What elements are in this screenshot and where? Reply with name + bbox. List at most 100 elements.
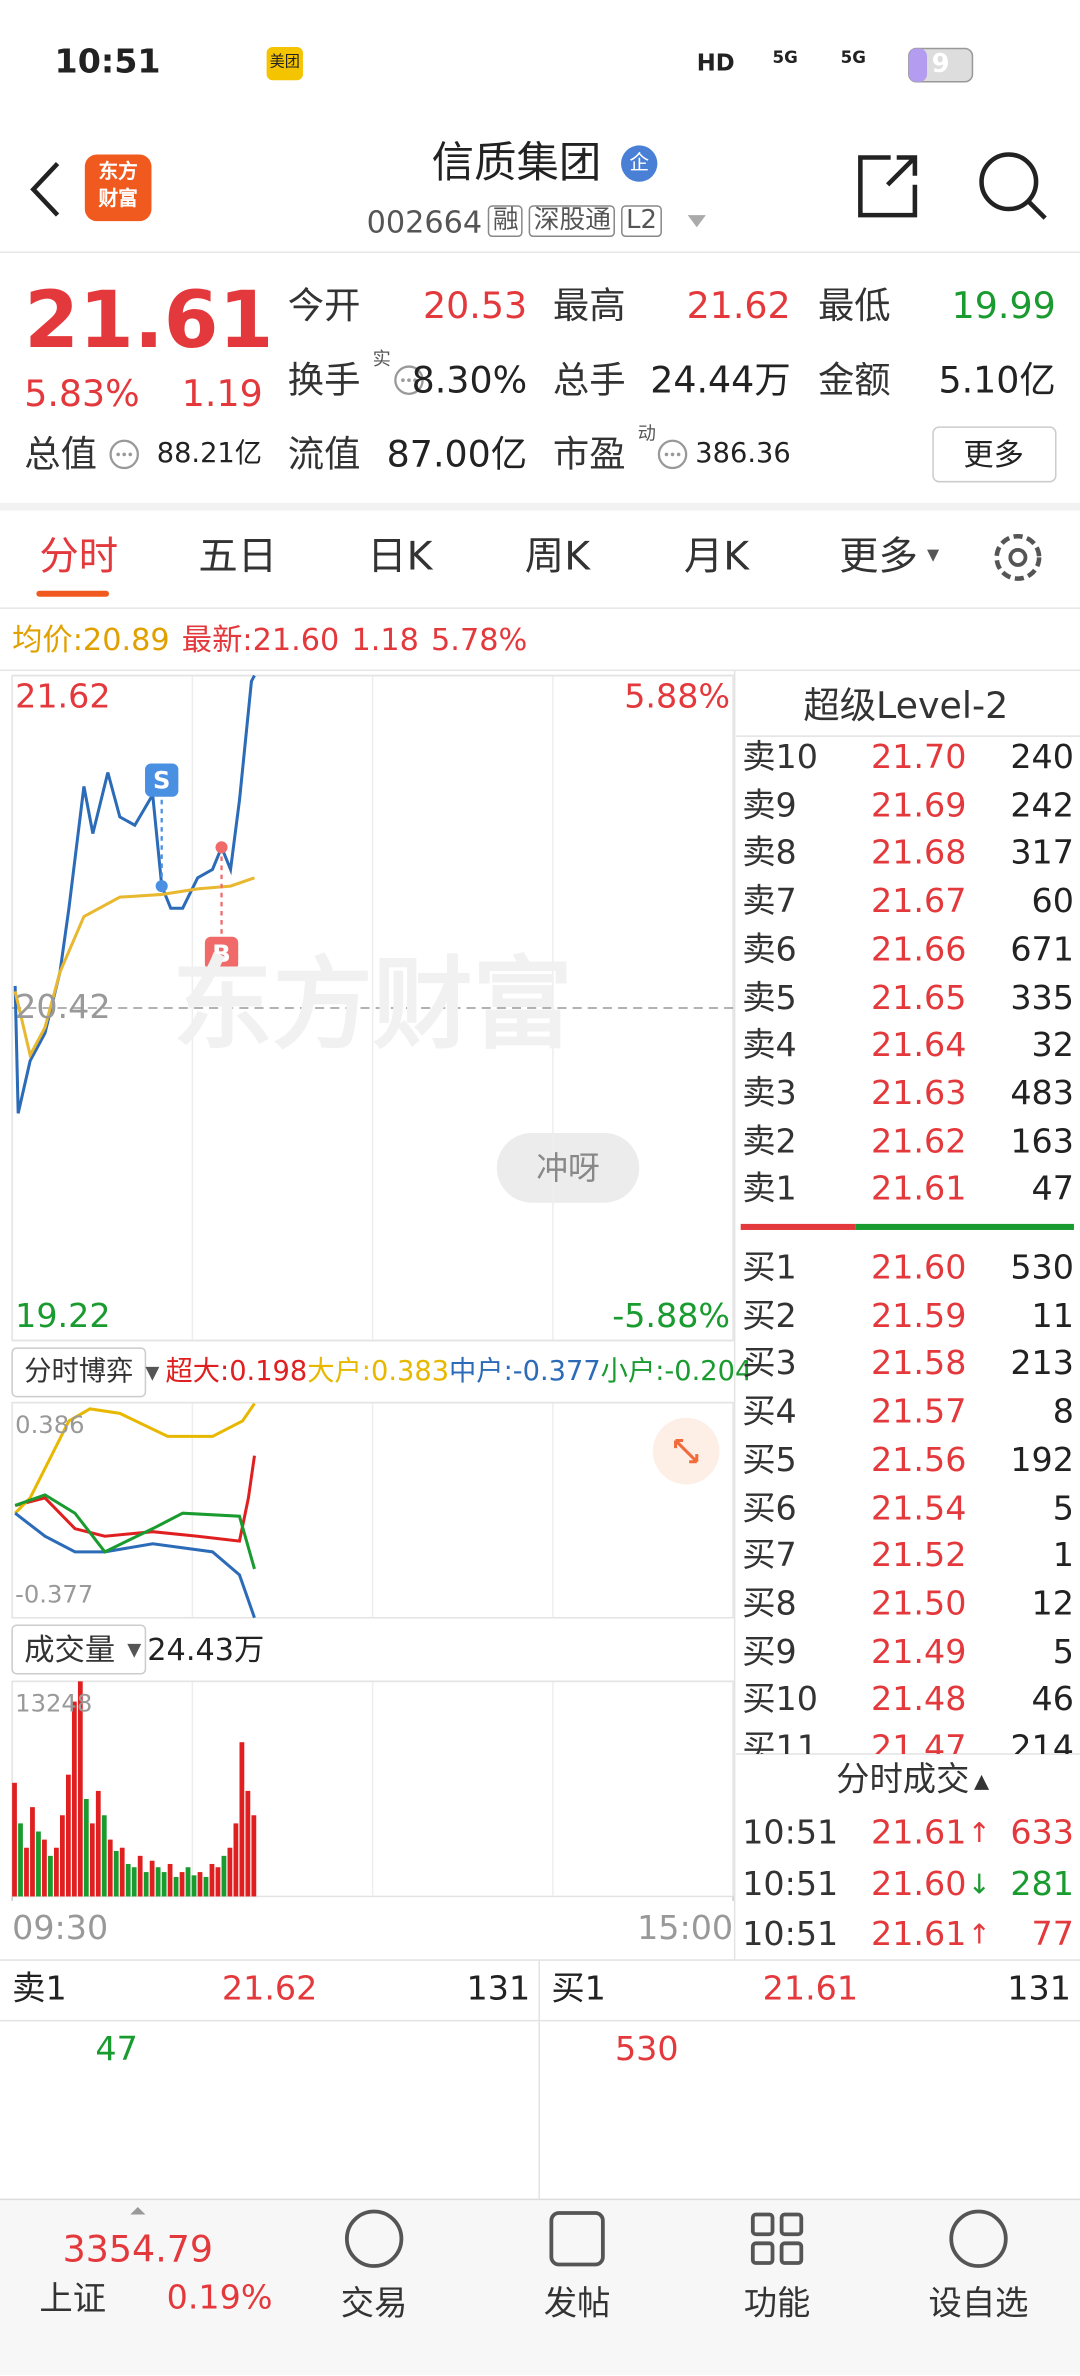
volume-bar (245, 1790, 251, 1897)
ask-price: 21.64 (870, 1027, 967, 1066)
trade-price: 21.60 (870, 1865, 967, 1904)
network: 5G (772, 47, 798, 68)
bid-price: 21.54 (870, 1489, 967, 1528)
tab[interactable]: 日K (367, 534, 433, 581)
nav-label[interactable]: 设自选 (928, 2285, 1029, 2324)
bid-label: 买6 (742, 1489, 797, 1528)
volume-bar (215, 1867, 221, 1897)
stat-value: 5.10亿 (938, 358, 1056, 402)
latest-change-pct: 5.78% (431, 621, 528, 658)
bid-price: 21.57 (870, 1393, 967, 1432)
divider (0, 607, 1080, 609)
bid-price: 21.48 (870, 1681, 967, 1720)
volume-bar (30, 1807, 35, 1897)
bid-volume: 1 (1052, 1537, 1074, 1576)
index-value[interactable]: 3354.79 (62, 2228, 214, 2271)
volume-bar (143, 1872, 149, 1897)
info-dot (664, 452, 669, 457)
volume-bar (131, 1867, 137, 1897)
bid-price: 21.52 (870, 1537, 967, 1576)
stat-value: 88.21亿 (156, 437, 263, 470)
expand-arrow[interactable] (130, 2206, 146, 2215)
cheer-button[interactable] (496, 1133, 640, 1203)
volume-bar (71, 1701, 77, 1897)
badge (621, 145, 658, 182)
volume-bar (101, 1815, 107, 1897)
bid-volume: 192 (1010, 1441, 1074, 1480)
settings-button[interactable] (994, 533, 1042, 581)
superscript: 动 (637, 422, 656, 444)
index-name[interactable]: 上证 (39, 2281, 107, 2320)
dropdown[interactable] (11, 1624, 147, 1675)
volume-bar (197, 1872, 203, 1897)
tab[interactable]: 五日 (198, 534, 278, 581)
bid-volume: 5 (1052, 1633, 1074, 1672)
volume-bar (42, 1839, 47, 1897)
bid-volume: 12 (1031, 1585, 1074, 1624)
price: 21.61 (24, 275, 274, 367)
latest-price: 21.60 (252, 621, 340, 658)
dropdown-arrow: ▼ (145, 1361, 160, 1383)
dropdown-label[interactable]: 分时博弈 (24, 1355, 134, 1388)
divider (0, 669, 1080, 672)
back-button[interactable] (30, 162, 60, 217)
ask-volume: 483 (1010, 1075, 1074, 1114)
ask-label: 卖3 (742, 1075, 797, 1114)
trade-direction: ↓ (967, 1868, 991, 1901)
ask-label: 卖6 (742, 931, 797, 970)
volume-bar (59, 1815, 65, 1897)
more-button[interactable]: 更多 (963, 436, 1024, 473)
share-button[interactable] (858, 155, 918, 218)
nav-label[interactable]: 功能 (743, 2285, 811, 2324)
nav-icon[interactable] (344, 2209, 404, 2268)
nav-label[interactable]: 交易 (340, 2285, 408, 2324)
expand-icon (674, 1438, 699, 1464)
series-line (13, 876, 255, 1060)
ask-price: 21.68 (870, 835, 967, 874)
nav-label[interactable]: 发帖 (543, 2285, 611, 2324)
cheer-button[interactable]: 冲呀 (536, 1150, 600, 1187)
tag: 深股通 (529, 205, 616, 238)
nav-icon[interactable] (750, 2212, 804, 2265)
tab[interactable]: 分时 (39, 534, 119, 581)
trade-price: 21.61 (870, 1814, 967, 1853)
tab[interactable]: 更多 (839, 534, 918, 581)
tab[interactable]: 周K (524, 534, 591, 581)
nav-icon[interactable] (949, 2209, 1008, 2268)
dropdown-label[interactable]: 成交量 (24, 1631, 116, 1668)
y-tick-label: 13248 (15, 1688, 93, 1718)
volume-total: 24.43万 (147, 1631, 265, 1668)
bid-volume: 8 (1052, 1393, 1074, 1432)
dropdown[interactable] (11, 1347, 147, 1398)
dropdown[interactable] (687, 215, 706, 228)
more-button[interactable] (932, 426, 1057, 483)
bid-label: 买4 (742, 1393, 797, 1432)
bid-label: 买7 (742, 1537, 797, 1576)
battery-level (908, 48, 928, 82)
volume-bar (161, 1872, 167, 1897)
stat-value: 19.99 (951, 284, 1056, 328)
trade-volume: 77 (1031, 1916, 1074, 1954)
info-icon (657, 439, 688, 470)
nav-icon[interactable] (549, 2211, 605, 2267)
ask-label: 卖10 (742, 739, 818, 778)
info-dot (128, 452, 133, 457)
info-dot (676, 452, 681, 457)
info-dot (413, 378, 417, 383)
info-dot (401, 378, 405, 383)
buy-volume: 131 (1007, 1970, 1071, 2009)
volume-bar (113, 1850, 119, 1897)
annotation-label: B (212, 940, 230, 968)
superscript: 实 (372, 348, 391, 370)
tab[interactable]: 月K (683, 534, 750, 581)
logo (84, 154, 152, 222)
ask-volume: 60 (1031, 883, 1074, 922)
volume-bar (107, 1839, 113, 1897)
network: 5G (840, 47, 866, 68)
index-change[interactable]: 0.19% (166, 2279, 273, 2318)
trade-direction: ↑ (967, 1919, 991, 1951)
trades-header[interactable]: 分时成交 ▲ (836, 1764, 989, 1798)
search-button[interactable] (979, 152, 1039, 212)
ask-price: 21.61 (870, 1171, 967, 1210)
